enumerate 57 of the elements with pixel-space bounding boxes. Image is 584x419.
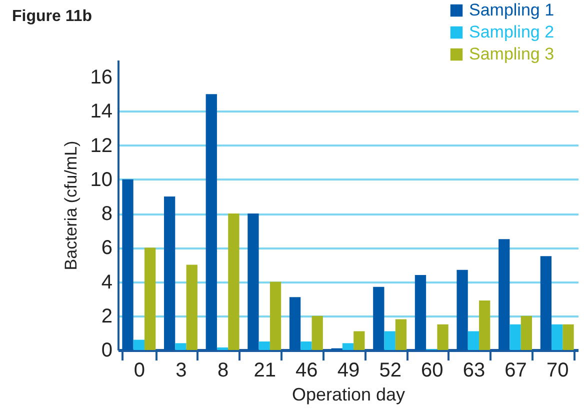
- x-tick-label: 52: [379, 360, 402, 382]
- bar: [342, 343, 354, 350]
- bar: [384, 331, 396, 350]
- bar: [270, 282, 282, 350]
- bar: [354, 331, 365, 350]
- bar: [468, 331, 480, 350]
- bar: [248, 214, 259, 350]
- y-tick-label: 12: [90, 134, 112, 157]
- bar: [437, 324, 448, 350]
- y-tick-label: 6: [101, 237, 112, 260]
- bar: [122, 179, 134, 350]
- y-tick-label: 14: [90, 100, 112, 123]
- bar: [206, 94, 217, 350]
- x-axis-title: Operation day: [292, 384, 406, 404]
- x-tick-label: 21: [254, 360, 276, 382]
- bar: [562, 324, 574, 350]
- bar: [312, 316, 323, 350]
- x-tick-label: 67: [504, 360, 527, 382]
- x-tick-label: 60: [421, 360, 444, 382]
- bar: [520, 316, 532, 350]
- bar: [216, 347, 228, 350]
- legend-label: Sampling 3: [469, 44, 554, 64]
- bar: [479, 300, 490, 350]
- y-tick-label: 4: [101, 271, 112, 294]
- bar: [395, 319, 407, 350]
- legend-label: Sampling 1: [469, 0, 554, 20]
- bar: [498, 239, 510, 350]
- x-tick-label: 63: [462, 360, 486, 382]
- bar: [144, 248, 156, 350]
- y-tick-label: 8: [101, 203, 112, 226]
- bar: [289, 297, 301, 350]
- x-tick-label: 8: [217, 360, 229, 382]
- bar: [164, 196, 176, 350]
- chart-title: Figure 11b: [12, 8, 92, 25]
- x-tick-label: 70: [546, 360, 569, 382]
- bar: [186, 264, 198, 350]
- bar: [300, 341, 312, 350]
- bar: [552, 324, 563, 350]
- bar: [228, 214, 240, 350]
- y-tick-label: 16: [90, 66, 112, 89]
- x-tick-label: 49: [337, 360, 360, 382]
- y-tick-label: 10: [90, 168, 112, 191]
- bar: [133, 340, 144, 350]
- x-tick-label: 46: [296, 360, 318, 382]
- y-axis-title: Bacteria (cfu/mL): [61, 140, 80, 270]
- bar: [373, 286, 384, 350]
- legend-label: Sampling 2: [469, 22, 554, 42]
- bar: [414, 274, 426, 350]
- bar: [175, 343, 186, 350]
- y-tick-label: 2: [101, 305, 112, 328]
- bar: [456, 270, 468, 350]
- x-tick-label: 3: [176, 360, 187, 382]
- y-tick-label: 0: [101, 340, 112, 362]
- bar: [510, 324, 521, 350]
- bar: [258, 341, 270, 350]
- bar: [540, 256, 552, 350]
- x-tick-label: 0: [134, 360, 145, 382]
